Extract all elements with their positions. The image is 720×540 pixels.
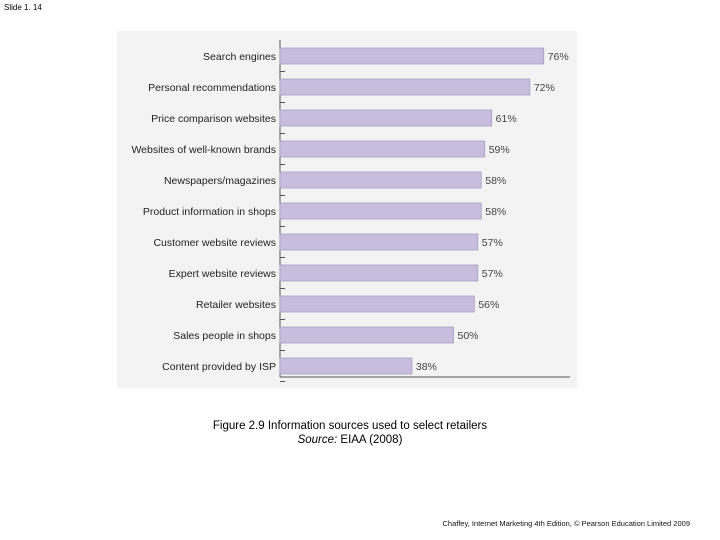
slide-number: Slide 1. 14 [4,3,42,12]
value-label: 50% [458,330,479,342]
category-label: Product information in shops [143,206,276,218]
category-label: Customer website reviews [153,237,276,249]
category-label: Expert website reviews [169,268,276,280]
bar [279,78,531,96]
category-label: Content provided by ISP [162,361,276,373]
bar [279,171,482,189]
bar [279,140,486,158]
value-label: 38% [416,361,437,373]
value-label: 58% [485,175,506,187]
footer-credit: Chaffey, Internet Marketing 4th Edition,… [442,519,690,528]
source-text: EIAA (2008) [337,434,403,446]
category-label: Sales people in shops [173,330,276,342]
value-label: 72% [534,82,555,94]
value-label: 76% [548,51,569,63]
value-label: 57% [482,268,503,280]
bar [279,202,482,220]
category-label: Personal recommendations [148,82,276,94]
value-label: 61% [496,113,517,125]
value-label: 58% [485,206,506,218]
category-label: Search engines [203,51,276,63]
value-label: 59% [489,144,510,156]
bar [279,233,479,251]
source-label: Source: [297,434,338,446]
category-label: Websites of well-known brands [131,144,276,156]
caption-source: Source: EIAA (2008) [0,433,700,447]
category-label: Price comparison websites [151,113,276,125]
bar [279,326,454,344]
bar-chart: Search engines 76% Personal recommendation… [131,40,570,382]
chart-panel: Search engines 76% Personal recommendation… [117,31,577,388]
caption-title: Figure 2.9 Information sources used to s… [212,420,488,432]
bar [279,47,545,65]
bar [279,295,475,313]
category-label: Newspapers/magazines [164,175,276,187]
value-label: 56% [478,299,499,311]
category-label: Retailer websites [196,299,276,311]
figure-caption: Figure 2.9 Information sources used to s… [0,419,700,447]
value-label: 57% [482,237,503,249]
bar [279,357,413,375]
bar [279,264,479,282]
bar [279,109,493,127]
